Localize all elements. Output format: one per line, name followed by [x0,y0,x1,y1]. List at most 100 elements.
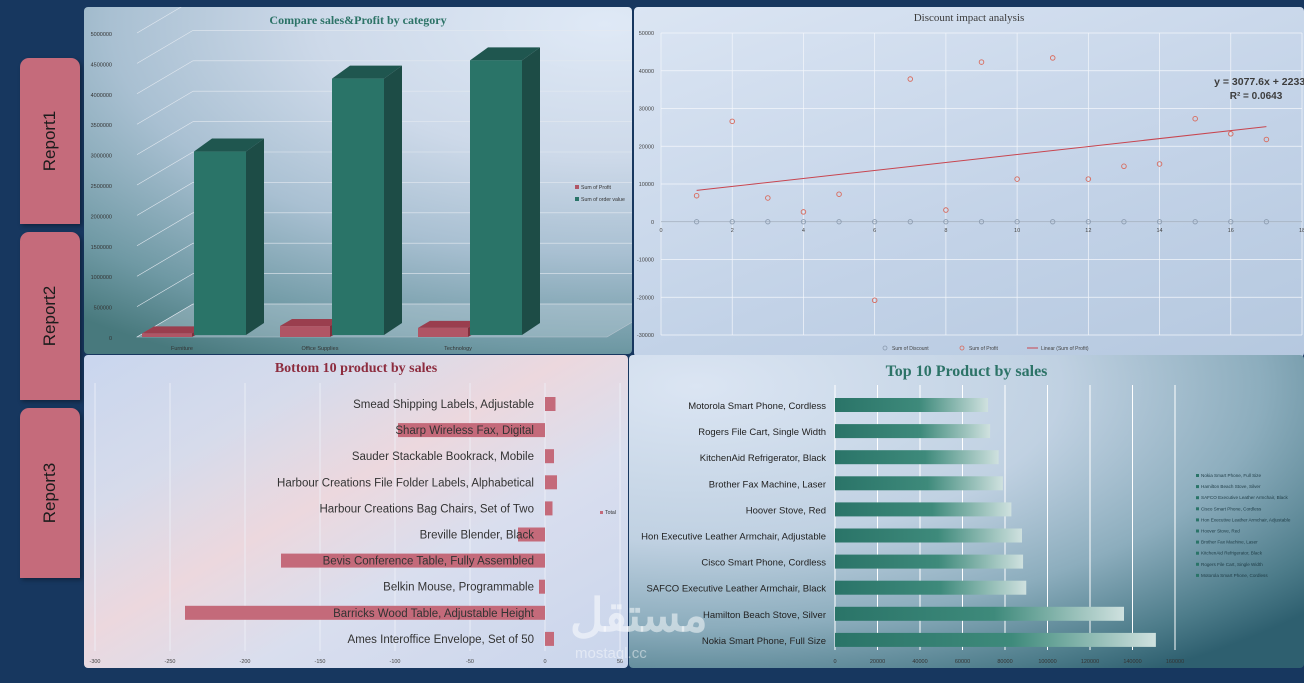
legend-label: Sum of Discount [892,346,929,352]
discount-point [800,219,807,225]
discount-point [1121,219,1127,225]
legend-marker [959,345,965,351]
bottom-chart-svg: -300 -250 -200 -150 -100 -50 0 50 Smead Shipping… [89,383,623,665]
legend-label: Linear (Sum of Profit) [1041,346,1089,352]
legend-swatch [1196,496,1199,500]
discount-point [694,219,700,225]
tab-report1[interactable]: Report1 [20,58,80,224]
discount-point [1228,219,1234,225]
discount-point [1263,219,1269,225]
y-tick-label: 10000 [639,182,654,188]
trendline [696,126,1267,191]
bar-total [545,449,554,464]
x-tick-label: -100 [389,659,400,665]
y-tick-label: 4500000 [91,62,112,68]
gridline [136,7,182,34]
profit-point [1085,176,1092,182]
category-label: Harbour Creations File Folder Labels, Al… [277,477,534,489]
category-chart-svg: 0 500000 1000000 1500000 2000000 2500000 30000… [91,7,632,352]
tab-report3-label: Report3 [40,462,59,524]
profit-point [765,195,771,201]
watermark-url: mostaql.cc [575,645,647,662]
x-tick-label: 2 [731,228,734,234]
y-tick-label: 50000 [639,31,654,37]
legend-marker [882,345,888,351]
x-tick-label: 6 [873,228,876,234]
category-label: Sharp Wireless Fax, Digital [395,425,534,437]
profit-point [1156,161,1163,167]
x-tick-label: 50 [617,659,623,665]
category-label: Sauder Stackable Bookrack, Mobile [352,451,534,463]
x-tick-label: 100000 [1038,659,1056,665]
x-tick-label: 12 [1085,228,1091,234]
discount-point [1156,219,1163,225]
profit-point [907,76,914,82]
legend-label: Hoover Stove, Red [1201,529,1240,534]
category-sales-profit-chart: Compare sales&Profit by category 0 500000… [84,7,632,354]
x-tick-label: Office Supplies [302,346,339,352]
x-tick-label: 80000 [997,659,1012,665]
category-label: Harbour Creations Bag Chairs, Set of Two [319,503,534,515]
category-label: Breville Blender, Black [420,530,535,542]
gridline [136,121,194,155]
legend-label: Brother Fax Machine, Laser [1201,540,1258,545]
trend-r-squared: R² = 0.0643 [1230,91,1283,102]
bar-sales [835,424,991,439]
x-tick-label: 10 [1014,228,1020,234]
legend-swatch [1196,540,1199,544]
legend-swatch [600,511,603,514]
discount-point [1192,219,1198,225]
legend-label: Sum of Profit [969,346,999,352]
discount-point [978,219,985,225]
tab-report1-label: Report1 [40,110,59,172]
profit-point [729,118,735,125]
legend-swatch [575,197,579,201]
discount-point [1085,219,1091,225]
legend-label: Sum of order value [581,197,625,203]
y-tick-label: -30000 [637,333,654,339]
bar-sales [835,554,1024,569]
x-tick-label: 0 [833,659,836,665]
x-tick-label: -50 [466,659,474,665]
legend-swatch [1196,507,1199,511]
bar-total [545,501,553,516]
profit-point [1228,131,1234,137]
x-tick-label: 8 [944,228,947,234]
bar-total [185,605,545,620]
y-tick-label: -20000 [637,295,654,301]
gridline [136,30,194,64]
gridline [136,182,194,216]
bar-total [398,423,545,438]
x-tick-label: -150 [314,659,325,665]
bar-sales [835,502,1012,517]
gridline [136,151,194,186]
profit-bar-top [418,320,480,328]
x-tick-label: -200 [239,659,250,665]
x-tick-label: 18 [1299,228,1304,234]
discount-point [907,219,913,225]
y-tick-label: 3500000 [91,123,112,129]
tab-report3[interactable]: Report3 [20,408,80,578]
legend-label: Hon Executive Leather Armchair, Adjustab… [1201,517,1291,522]
bar-total [545,631,554,646]
x-tick-label: 60000 [955,659,970,665]
category-label: Brother Fax Machine, Laser [709,479,826,490]
profit-point [1049,55,1056,61]
legend-label: Nokia Smart Phone, Full Size [1201,473,1261,478]
x-tick-label: 14 [1156,228,1162,234]
chart-title: Top 10 Product by sales [885,363,1048,380]
profit-bar-top [142,326,204,334]
profit-bar-top [280,319,342,327]
bar-total [518,527,545,542]
discount-point [1014,219,1020,225]
order-bar [194,151,246,335]
y-tick-label: 5000000 [91,32,112,38]
category-label: SAFCO Executive Leather Armchair, Black [646,584,826,595]
gridline [136,242,194,277]
legend-swatch [1196,529,1199,533]
y-tick-label: 2500000 [91,184,112,190]
y-tick-label: 20000 [639,144,654,150]
category-label: Hon Executive Leather Armchair, Adjustab… [641,532,826,543]
tab-report2[interactable]: Report2 [20,232,80,400]
category-label: KitchenAid Refrigerator, Black [700,453,826,464]
